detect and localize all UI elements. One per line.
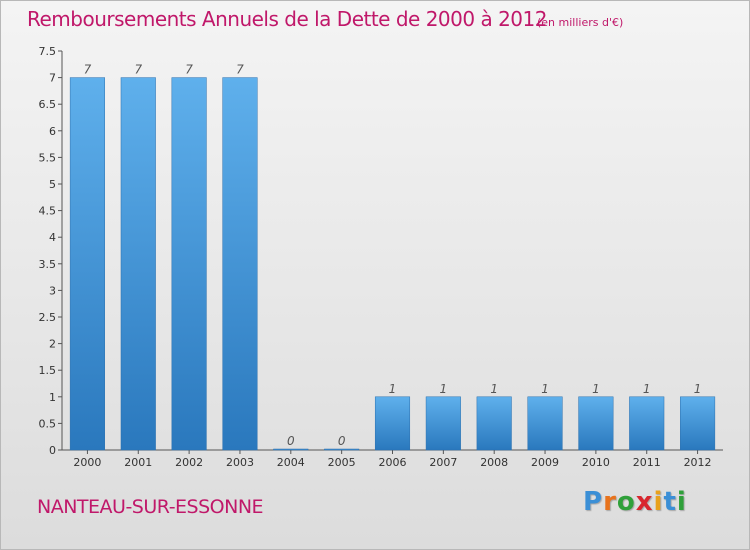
y-tick-label: 1.5 — [39, 364, 57, 377]
logo-letter: t — [663, 487, 677, 517]
x-tick-label: 2011 — [633, 456, 661, 469]
commune-name: NANTEAU-SUR-ESSONNE — [37, 496, 264, 518]
y-tick-label: 4 — [49, 231, 56, 244]
bar-value-label: 1 — [440, 382, 448, 396]
y-tick-label: 1 — [49, 391, 56, 404]
chart-title: Remboursements Annuels de la Dette de 20… — [27, 7, 547, 31]
y-tick-label: 7 — [49, 72, 56, 85]
x-tick-label: 2010 — [582, 456, 610, 469]
y-axis: 0 0.5 1 1.5 2 2.5 3 3.5 4 4.5 5 5.5 6 6.5 7 7.5 — [39, 45, 63, 457]
logo-letter: i — [653, 487, 664, 517]
y-tick-label: 5.5 — [39, 151, 57, 164]
y-tick-label: 5 — [49, 178, 56, 191]
bar — [425, 396, 461, 451]
y-tick-label: 3.5 — [39, 258, 57, 271]
bar — [476, 396, 512, 451]
x-axis: 2000 2001 2002 2003 2004 2005 2006 2007 2008 2009… — [62, 449, 723, 469]
y-tick-label: 3 — [49, 284, 56, 297]
bar-value-label: 7 — [84, 63, 92, 77]
bar-value-label: 1 — [592, 382, 600, 396]
bar-value-label: 1 — [643, 382, 651, 396]
x-tick-label: 2007 — [429, 456, 457, 469]
x-tick-label: 2002 — [175, 456, 203, 469]
y-tick-label: 2.5 — [39, 311, 57, 324]
x-tick-label: 2009 — [531, 456, 559, 469]
bar — [629, 396, 665, 451]
logo-letter: i — [676, 487, 687, 517]
bars — [69, 77, 716, 451]
bar-value-label: 1 — [694, 382, 702, 396]
bar — [171, 77, 207, 451]
bar — [680, 396, 716, 451]
bar — [120, 77, 156, 451]
y-tick-label: 2 — [49, 338, 56, 351]
bar-value-label: 1 — [490, 382, 498, 396]
y-tick-label: 0 — [49, 444, 56, 457]
y-tick-label: 4.5 — [39, 205, 57, 218]
logo-letter: r — [603, 487, 617, 517]
y-tick-label: 7.5 — [39, 45, 57, 58]
x-tick-label: 2005 — [328, 456, 356, 469]
y-tick-label: 0.5 — [39, 417, 57, 430]
y-tick-label: 6 — [49, 125, 56, 138]
bar — [527, 396, 563, 451]
chart-subtitle: (en milliers d'€) — [537, 16, 624, 29]
bar-value-label: 7 — [185, 63, 193, 77]
bar-value-label: 0 — [287, 434, 295, 448]
bar — [69, 77, 105, 451]
bar-value-label: 1 — [541, 382, 549, 396]
proxiti-logo[interactable]: Proxiti — [583, 487, 687, 517]
bar-value-label: 1 — [389, 382, 397, 396]
x-tick-label: 2012 — [684, 456, 712, 469]
x-tick-label: 2006 — [379, 456, 407, 469]
bar — [273, 448, 309, 451]
value-labels: 7 7 7 7 0 0 1 1 1 1 1 1 1 — [84, 63, 702, 448]
x-tick-label: 2003 — [226, 456, 254, 469]
bar — [222, 77, 258, 451]
logo-letter: x — [635, 487, 654, 517]
bar — [578, 396, 614, 451]
bar-value-label: 7 — [134, 63, 142, 77]
x-tick-label: 2001 — [124, 456, 152, 469]
x-tick-label: 2000 — [73, 456, 101, 469]
bar — [324, 448, 360, 451]
logo-letter: o — [616, 487, 636, 517]
bar — [374, 396, 411, 451]
x-tick-label: 2008 — [480, 456, 508, 469]
y-tick-label: 6.5 — [39, 98, 57, 111]
x-tick-label: 2004 — [277, 456, 305, 469]
bar-value-label: 0 — [338, 434, 346, 448]
bar-value-label: 7 — [236, 63, 244, 77]
logo-letter: P — [583, 487, 604, 517]
